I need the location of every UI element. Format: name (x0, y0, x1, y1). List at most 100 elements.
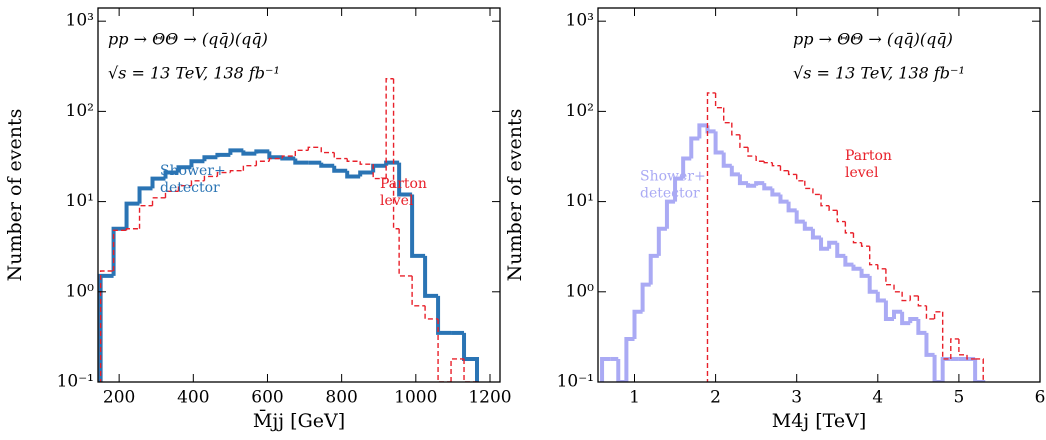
hist-step (423, 255, 439, 298)
hist-step (358, 170, 374, 177)
hist-step (844, 221, 854, 234)
hist-step (99, 270, 114, 382)
hist-step (151, 197, 166, 206)
hist-step (689, 136, 700, 159)
hist-step (754, 181, 765, 186)
hist-step (940, 356, 951, 382)
hist-step (893, 284, 903, 293)
hist-step (280, 156, 296, 161)
plot-frame (97, 7, 501, 383)
hist-step (98, 273, 114, 382)
hist-step (787, 170, 797, 176)
series-label: level (380, 193, 414, 209)
hist-step (875, 291, 886, 303)
hist-step (681, 156, 692, 179)
x-tick-label: 1000 (394, 388, 437, 408)
hist-step (958, 338, 968, 356)
hist-step (819, 237, 830, 251)
hist-step (319, 162, 335, 168)
hist-step (124, 201, 140, 229)
x-tick-label: 5 (953, 388, 964, 408)
x-tick-label: 6 (1035, 388, 1046, 408)
x-tick-label: 600 (251, 388, 283, 408)
hist-step (215, 152, 231, 158)
hist-step (111, 226, 127, 276)
hist-step (908, 316, 919, 324)
hist-step (714, 92, 724, 109)
hist-step (706, 92, 716, 382)
hist-step (656, 226, 667, 256)
hist-step (371, 163, 387, 173)
hist-step (802, 221, 813, 231)
hist-step (916, 318, 927, 335)
hist-step (713, 131, 724, 155)
hist-step (885, 268, 895, 286)
hist-step (731, 122, 740, 136)
y-tick-label: 10² (66, 101, 94, 121)
hist-step (794, 210, 805, 224)
hist-step (973, 358, 986, 382)
y-axis-label: Number of events (4, 109, 26, 282)
x-axis-label: M̄jj [GeV] (253, 409, 345, 432)
hist-step (267, 151, 283, 160)
hist-step (860, 242, 870, 247)
x-tick-label: 4 (872, 388, 883, 408)
hist-step (384, 160, 400, 166)
hist-step (293, 158, 309, 165)
hist-step (851, 264, 862, 271)
hist-step (624, 336, 635, 382)
y-axis-label: Number of events (504, 109, 526, 282)
hist-step (795, 174, 805, 182)
hist-step (281, 155, 296, 159)
hist-step (723, 107, 732, 124)
x-axis-label: M4j [TeV] (772, 410, 866, 432)
hist-step (868, 246, 878, 266)
hist-step (755, 156, 765, 162)
hist-step (385, 78, 394, 179)
y-tick-label: 10² (566, 101, 594, 121)
series-label: detector (640, 185, 700, 201)
x-tick-label: 800 (325, 388, 357, 408)
hist-step (411, 275, 426, 307)
y-tick-label: 10⁰ (66, 281, 95, 301)
hist-step (779, 165, 789, 172)
series-label: Shower+ (160, 163, 226, 179)
hist-step (648, 253, 659, 285)
hist-step (332, 165, 348, 173)
hist-step (229, 170, 244, 173)
hist-step (820, 194, 830, 207)
series-label: Parton (845, 148, 892, 164)
hist-step (810, 228, 822, 240)
annotation: √s = 13 TeV, 138 fb⁻¹ (108, 64, 280, 83)
hist-step (463, 358, 478, 382)
hist-step (640, 282, 651, 312)
x-tick-label: 2 (710, 388, 721, 408)
hist-step (786, 201, 797, 213)
hist-step (933, 311, 943, 319)
hist-step (917, 295, 927, 307)
hist-step (778, 194, 789, 204)
hist-step (721, 152, 732, 168)
hist-step (941, 311, 951, 360)
hist-step (254, 149, 270, 154)
hist-step (307, 146, 322, 151)
y-tick-label: 10⁻¹ (557, 372, 594, 392)
hist-step (877, 264, 886, 270)
hist-step (112, 229, 127, 272)
hist-step (892, 309, 903, 319)
hist-step (462, 332, 480, 382)
hist-step (359, 161, 374, 165)
hist-step (320, 147, 335, 154)
hist-step (762, 183, 773, 191)
series-label: level (845, 165, 879, 181)
hist-step (137, 186, 153, 204)
hist-step (138, 205, 153, 229)
hist-step (164, 190, 179, 198)
hist-step (241, 150, 257, 156)
hist-step (746, 183, 757, 188)
hist-step (828, 205, 838, 212)
hist-step (664, 199, 676, 229)
